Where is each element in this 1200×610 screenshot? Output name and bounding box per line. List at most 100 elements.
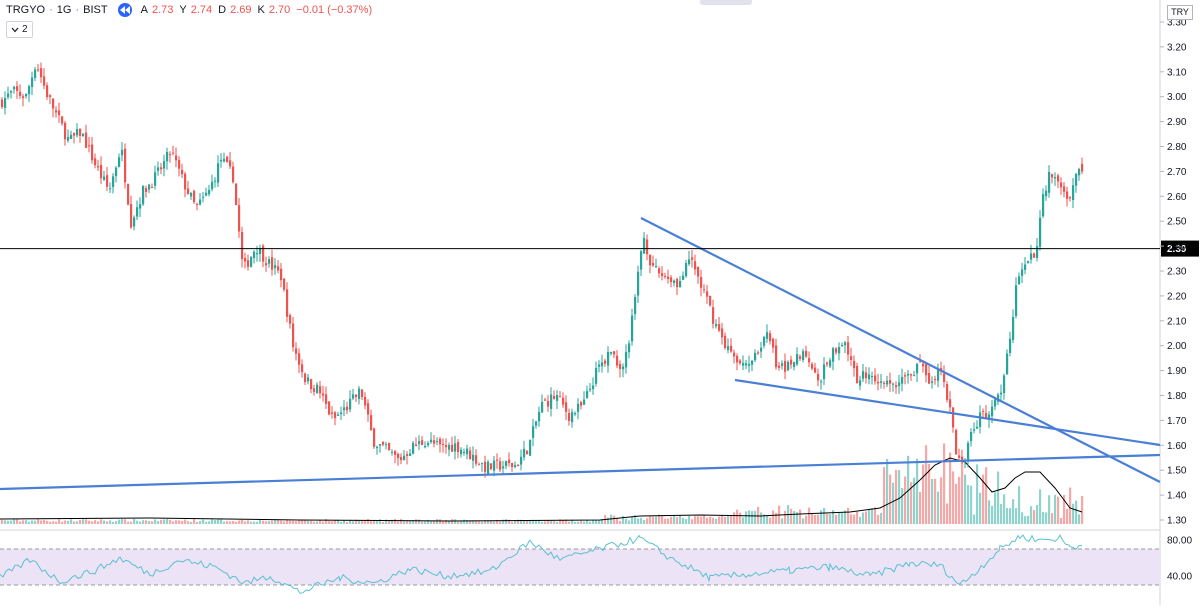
candle-body (76, 129, 79, 136)
candle-body (355, 394, 358, 397)
candle-body (496, 459, 499, 461)
candle-body (79, 128, 82, 137)
candle-body (154, 172, 157, 186)
volume-bar (970, 485, 973, 524)
rsi-line (0, 534, 1083, 594)
candle-body (958, 455, 961, 458)
volume-bar (622, 515, 625, 524)
candle-body (589, 388, 592, 390)
volume-bar (445, 519, 448, 524)
candle-body (769, 333, 772, 342)
candle-body (934, 379, 937, 381)
candle-body (991, 406, 994, 417)
candle-body (892, 383, 895, 385)
volume-bar (496, 519, 499, 524)
candle-body (523, 448, 526, 458)
candle-body (94, 158, 97, 166)
candle-body (235, 183, 238, 206)
candle-body (742, 362, 745, 366)
candle-body (175, 155, 178, 161)
volume-bar (817, 514, 820, 524)
volume-bar (19, 521, 22, 524)
candle-body (1081, 163, 1084, 172)
volume-bar (439, 519, 442, 524)
candle-body (331, 412, 334, 414)
volume-bar (766, 515, 769, 524)
candle-body (160, 167, 163, 170)
volume-bar (427, 519, 430, 524)
candle-body (994, 399, 997, 407)
candle-body (214, 180, 217, 182)
volume-bar (1078, 514, 1081, 524)
candle-body (1066, 191, 1069, 199)
candle-body (976, 426, 979, 429)
candle-body (34, 69, 37, 78)
volume-bar (688, 515, 691, 524)
candle-body (46, 85, 49, 98)
indicators-toggle-button[interactable]: 2 (6, 21, 33, 38)
candle-body (370, 415, 373, 431)
volume-bar (457, 521, 460, 524)
candle-body (802, 351, 805, 361)
candle-body (364, 396, 367, 406)
volume-bar (910, 482, 913, 524)
candle-body (673, 280, 676, 284)
candle-body (145, 188, 148, 192)
price-axis-tick: 2.80 (1167, 142, 1187, 153)
volume-bar (772, 510, 775, 524)
currency-label[interactable]: TRY (1167, 5, 1193, 20)
candle-body (700, 276, 703, 288)
volume-bar (802, 518, 805, 524)
volume-bar (1009, 508, 1012, 524)
volume-bar (979, 492, 982, 524)
price-axis-tick: 2.70 (1167, 167, 1187, 178)
volume-bar (478, 521, 481, 524)
candle-body (325, 394, 328, 404)
candle-body (388, 442, 391, 450)
interval-label[interactable]: 1G (56, 4, 72, 16)
candle-body (445, 445, 448, 448)
volume-bar (598, 519, 601, 524)
candle-body (127, 184, 130, 205)
volume-bar (832, 510, 835, 524)
volume-bar (100, 519, 103, 524)
volume-bar (265, 521, 268, 524)
volume-bar (715, 518, 718, 524)
symbol-name[interactable]: TRGYO (6, 4, 46, 16)
top-panel-handle[interactable] (700, 0, 752, 5)
candle-body (574, 412, 577, 415)
volume-bar (64, 520, 67, 524)
rewind-icon[interactable] (117, 3, 132, 17)
volume-bar (1027, 515, 1030, 524)
candle-body (430, 439, 433, 443)
volume-bar (418, 519, 421, 524)
candle-body (760, 347, 763, 352)
volume-bar (694, 516, 697, 524)
volume-bar (751, 511, 754, 524)
candle-body (85, 132, 88, 148)
volume-bar (388, 520, 391, 524)
volume-bar (1, 519, 4, 524)
candle-body (1039, 217, 1042, 247)
volume-bar (571, 519, 574, 524)
volume-bar (661, 515, 664, 524)
volume-bar (382, 521, 385, 524)
volume-bar (916, 458, 919, 524)
volume-bar (940, 477, 943, 524)
volume-bar (79, 519, 82, 524)
candle-body (748, 364, 751, 366)
volume-bar (415, 519, 418, 524)
volume-bar (226, 521, 229, 524)
volume-bar (94, 520, 97, 524)
candle-body (478, 464, 481, 466)
volume-bar (295, 521, 298, 524)
volume-bar (883, 467, 886, 524)
candle-body (928, 373, 931, 384)
candle-body (601, 362, 604, 367)
candle-body (268, 259, 271, 264)
candle-body (664, 276, 667, 278)
volume-bar (559, 519, 562, 524)
volume-bar (178, 520, 181, 524)
